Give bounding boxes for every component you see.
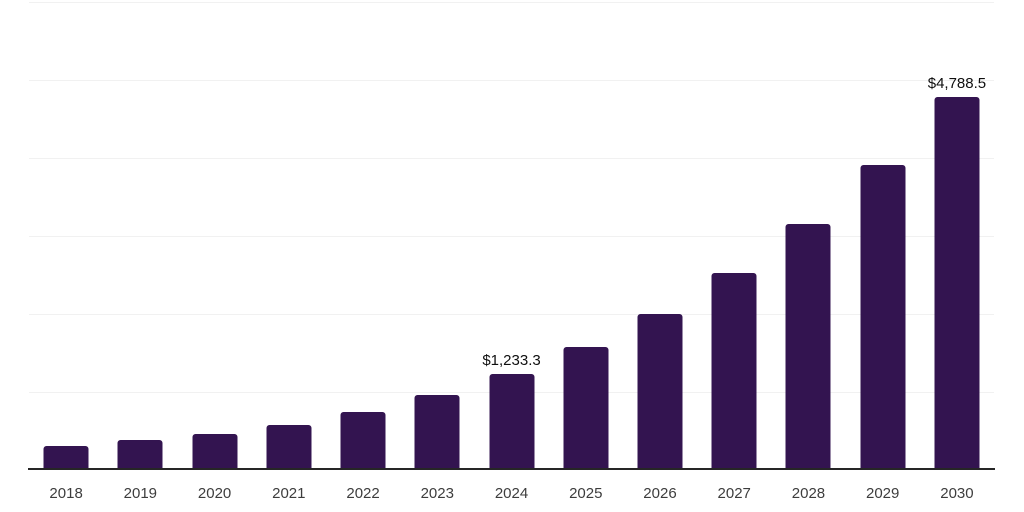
- bar-2028: [785, 224, 831, 470]
- x-axis-labels: 2018 2019 2020 2021 2022 2023 2024 2025 2026 2027…: [29, 485, 994, 502]
- x-tick-label-2025: 2025: [569, 485, 603, 502]
- bar-2025: [563, 347, 609, 470]
- bar-band-2024: $1,233.3: [474, 2, 548, 470]
- x-tick-label-2030: 2030: [940, 485, 974, 502]
- bar-band-2026: [623, 2, 697, 470]
- x-tick-label-2026: 2026: [643, 485, 677, 502]
- bar-2018: [43, 445, 89, 470]
- bar-2026: [637, 314, 683, 470]
- bar-band-2018: [29, 2, 103, 470]
- gridline: [29, 80, 994, 81]
- x-tick-label-2021: 2021: [272, 485, 306, 502]
- x-tick-label-2027: 2027: [717, 485, 751, 502]
- bar-2027: [711, 273, 757, 470]
- x-tick-label-2028: 2028: [791, 485, 826, 502]
- bar-2020: [192, 434, 238, 470]
- bar-band-2025: [549, 2, 623, 470]
- bar-2030: [934, 96, 980, 470]
- x-tick-label-2019: 2019: [123, 485, 158, 502]
- bar-2029: [860, 165, 906, 470]
- bar-2024: [489, 373, 535, 470]
- bar-band-2019: [103, 2, 177, 470]
- bar-band-2020: [177, 2, 251, 470]
- value-label-2030: $4,788.5: [927, 74, 987, 92]
- bar-2022: [340, 412, 386, 470]
- x-tick-label-2018: 2018: [49, 485, 83, 502]
- bars-layer: $1,233.3 $4,788.5: [29, 2, 994, 470]
- bar-2019: [117, 439, 163, 470]
- bar-band-2021: [252, 2, 326, 470]
- x-axis-line: [28, 468, 995, 470]
- bar-2021: [266, 425, 312, 470]
- gridline: [29, 2, 994, 3]
- value-label-2024: $1,233.3: [482, 351, 541, 369]
- gridline: [29, 236, 994, 237]
- plot-area: $1,233.3 $4,788.5: [29, 2, 994, 470]
- bar-2023: [414, 395, 460, 470]
- bar-band-2023: [400, 2, 474, 470]
- x-tick-label-2020: 2020: [197, 485, 232, 502]
- bar-band-2030: $4,788.5: [920, 2, 994, 470]
- bar-band-2028: [771, 2, 845, 470]
- x-tick-label-2023: 2023: [420, 485, 454, 502]
- x-tick-label-2029: 2029: [866, 485, 900, 502]
- x-tick-label-2022: 2022: [346, 485, 380, 502]
- gridline: [29, 314, 994, 316]
- x-tick-label-2024: 2024: [494, 485, 529, 502]
- bar-band-2027: [697, 2, 771, 470]
- bar-band-2022: [326, 2, 400, 470]
- gridline: [29, 158, 994, 160]
- bar-band-2029: [846, 2, 920, 470]
